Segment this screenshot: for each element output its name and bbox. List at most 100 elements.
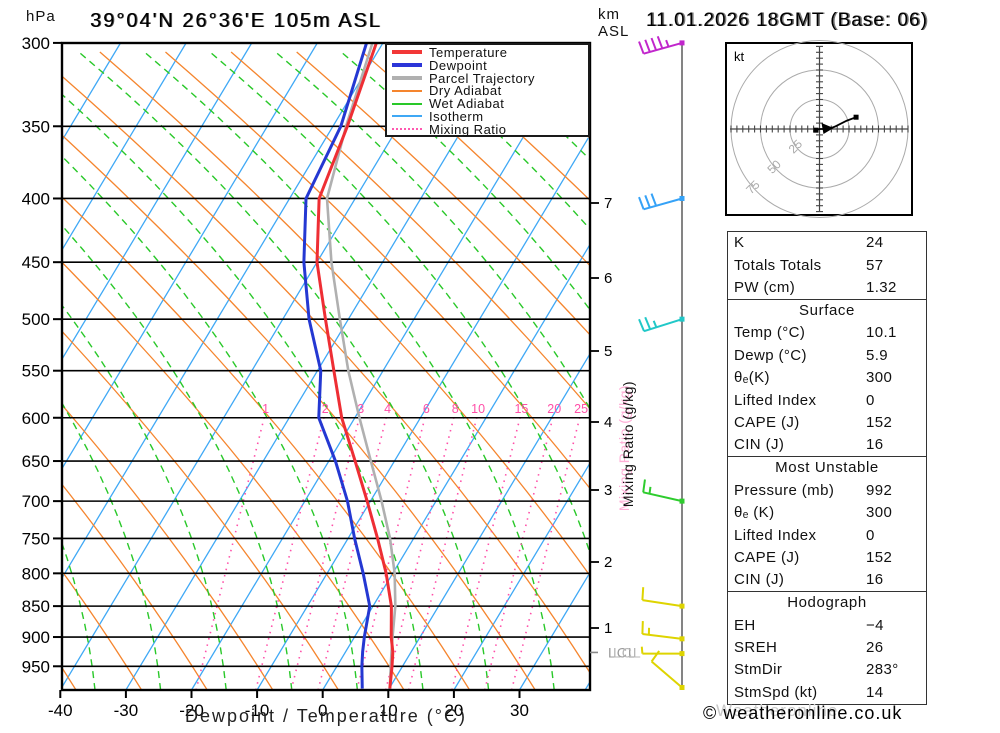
wind-barb <box>642 479 685 504</box>
mixing-ratio-value-label: 8 <box>452 402 459 416</box>
stats-row-value: 0 <box>866 391 875 409</box>
legend-swatch-parcel-trajectory <box>392 75 422 80</box>
stats-row: Pressure (mb) 992 <box>734 480 920 502</box>
legend-label: Mixing Ratio <box>429 121 507 137</box>
altitude-unit-line: ASL <box>598 23 630 40</box>
stats-row-label: CIN (J) <box>734 436 785 454</box>
stats-row-value: 300 <box>866 504 893 522</box>
hodograph-trace-end-marker <box>853 114 859 120</box>
wind-barb-full-tick <box>638 318 645 332</box>
pressure-tick-label: 600 <box>22 409 50 428</box>
wind-barb-full-tick <box>650 37 658 51</box>
legend-label: Parcel Trajectory <box>429 70 536 86</box>
mixing-ratio-value-label: 2 <box>322 402 329 416</box>
stats-row-label: StmSpd (kt) <box>734 683 818 701</box>
hodograph-trace-start-marker <box>813 127 819 133</box>
stats-row: CIN (J) 16 <box>734 434 920 456</box>
pressure-tick-label: 350 <box>22 117 50 136</box>
isotherm-line <box>322 243 590 690</box>
stats-row-label: SREH <box>734 638 778 656</box>
stats-row-value: 283° <box>866 661 899 679</box>
stats-row-value: 300 <box>866 369 893 387</box>
wind-barb <box>638 35 685 55</box>
wind-barb-shaft <box>643 197 683 211</box>
legend-label: Isotherm <box>429 108 484 124</box>
pressure-tick-label: 300 <box>22 34 50 53</box>
stats-tables: K 24 Totals Totals 57 PW (cm) 1.32 Surface Temp… <box>727 231 927 706</box>
isotherm-line <box>453 461 590 690</box>
stats-row-value: 26 <box>866 638 884 656</box>
wind-barb-level-dot <box>679 636 685 642</box>
stats-section-header: Most Unstable <box>775 459 879 477</box>
wind-barb-level-dot <box>679 651 685 657</box>
valid-datetime: 11.01.2026 18GMT (Base: 06) <box>646 10 928 31</box>
temperature-curve <box>315 43 395 689</box>
dry-adiabat-line <box>296 51 590 336</box>
wet-adiabat-line <box>62 155 359 690</box>
plot-area: 1 2 3 4 6 8 10 15 20 25 <box>62 43 590 690</box>
pressure-tick-label: 500 <box>22 310 50 329</box>
mixing-ratio-line <box>483 414 555 690</box>
stats-row-label: K <box>734 234 745 252</box>
watermark: © weatheronline.co.uk <box>703 703 903 723</box>
stats-row-label: CIN (J) <box>734 571 785 589</box>
mixing-ratio-line <box>195 414 266 690</box>
dry-adiabat-line <box>361 51 590 267</box>
km-tick-label: 7 <box>604 195 612 212</box>
temperature-tick-label: 20 <box>444 701 463 720</box>
pressure-tick-label: 800 <box>22 564 50 583</box>
temperature-tick-label: -40 <box>48 701 73 720</box>
legend-item: Dry Adiabat <box>392 83 588 98</box>
stats-row: K 24 <box>734 232 920 254</box>
stats-section-header: Hodograph <box>787 594 867 612</box>
mixing-ratio-value-label: 3 <box>357 402 364 416</box>
legend-swatch-wet-adiabat <box>392 102 422 105</box>
stats-row-label: Pressure (mb) <box>734 481 835 499</box>
temperature-tick-label: 10 <box>379 701 398 720</box>
wind-barb-shaft <box>643 41 683 55</box>
stats-row-value: 16 <box>866 436 884 454</box>
altitude-unit-label: km ASL <box>598 6 629 40</box>
km-tick-label: 2 <box>604 554 612 571</box>
stats-row: Dewp (°C) 5.9 <box>734 345 920 367</box>
isotherm-line <box>62 43 122 142</box>
wind-barb-shaft <box>642 491 683 503</box>
stats-row-label: PW (cm) <box>734 279 796 297</box>
legend-item: Wet Adiabat <box>392 96 588 111</box>
wet-adiabat-line <box>78 51 490 690</box>
isotherm-line <box>256 133 590 690</box>
stats-row: CAPE (J) 152 <box>734 547 920 569</box>
km-tick-label: 5 <box>604 343 612 360</box>
stats-row-label: CAPE (J) <box>734 548 800 566</box>
wind-barb-full-tick <box>642 479 646 493</box>
legend-item: Parcel Trajectory <box>392 70 588 86</box>
mixing-ratio-value-label: 20 <box>547 402 561 416</box>
plot-frame <box>60 41 592 692</box>
stats-row: CAPE (J) 152 <box>734 412 920 434</box>
pressure-tick-label: 900 <box>22 628 50 647</box>
km-tick-label: 1 <box>604 620 612 637</box>
wind-barb-shaft <box>643 318 683 333</box>
pressure-tick-label: 950 <box>22 657 50 676</box>
stats-row: StmDir 283° <box>734 659 920 681</box>
wind-barb-half-tick <box>648 486 652 494</box>
legend-swatch-temperature <box>392 50 422 55</box>
legend-label: Dewpoint <box>429 57 488 73</box>
wind-barb-shaft <box>642 633 683 640</box>
lcl-label: LCL <box>613 644 642 660</box>
stats-row: StmSpd (kt) 14 <box>734 682 920 704</box>
mixing-ratio-value-label: 6 <box>423 402 430 416</box>
temperature-tick-label: -20 <box>179 701 204 720</box>
altitude-unit-line: km <box>598 6 620 23</box>
legend-item: Temperature <box>392 45 588 60</box>
wind-barb-full-tick <box>638 41 645 55</box>
wind-barb-shaft <box>650 660 683 689</box>
storm-motion-arrow <box>821 123 834 134</box>
stats-row: Totals Totals 57 <box>734 255 920 277</box>
stats-row-value: 16 <box>866 571 884 589</box>
wind-barb-full-tick <box>650 650 660 663</box>
stats-row-label: CAPE (J) <box>734 414 800 432</box>
